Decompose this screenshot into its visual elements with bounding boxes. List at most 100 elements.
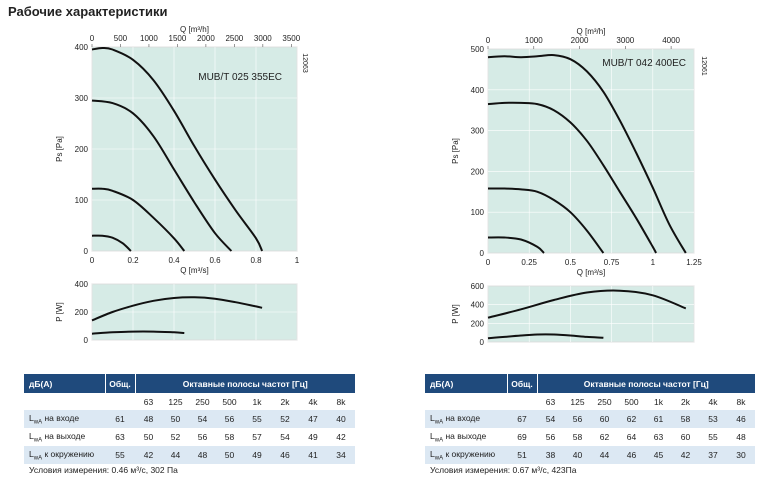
row-label-sub: wA [33, 455, 43, 462]
row-label-sub: wA [434, 437, 444, 444]
band-value-cell: 49 [299, 428, 327, 446]
band-value-cell: 46 [618, 446, 645, 464]
table-body: 63 125 250 500 1k 2k 4k 8k LwA на входе 61 48 50 54 5… [24, 393, 355, 464]
band-label: 2k [271, 393, 299, 410]
band-value-cell: 54 [189, 410, 216, 428]
band-label: 500 [216, 393, 243, 410]
power-curve-1 [91, 296, 263, 322]
header-label: дБ(А) [24, 374, 105, 393]
x2-tick-label: 1000 [525, 36, 543, 45]
row-label-rest: на входе [42, 412, 80, 423]
band-value-cell: 50 [162, 410, 189, 428]
band-value-cell: 41 [299, 446, 327, 464]
pressure-curve-1 [487, 53, 687, 254]
y-tick-label: 200 [75, 145, 89, 154]
pressure-curve-1 [91, 46, 264, 252]
band-value-cell: 58 [216, 428, 243, 446]
y-tick-label: 0 [480, 249, 485, 258]
band-value-cell: 44 [591, 446, 618, 464]
x2-tick-label: 1000 [140, 34, 158, 43]
table-row: LwA на входе 67 54 56 60 62 61 58 53 46 [425, 410, 755, 428]
band-label: 250 [189, 393, 216, 410]
header-total: Общ. [104, 374, 135, 393]
y-tick-label: 400 [75, 43, 89, 52]
x-tick-label: 0 [486, 258, 491, 267]
band-label: 8k [727, 393, 755, 410]
band-value-cell: 62 [591, 428, 618, 446]
y-tick-label: 100 [75, 196, 89, 205]
measurement-conditions-left: Условия измерения: 0.46 м³/с, 302 Па [29, 465, 178, 475]
band-label: 125 [564, 393, 591, 410]
power-y-tick-label: 200 [471, 319, 485, 328]
row-label-rest: к окружению [443, 448, 496, 459]
band-value-cell: 45 [645, 446, 672, 464]
band-label: 1k [243, 393, 271, 410]
band-value-cell: 44 [162, 446, 189, 464]
power-y-tick-label: 600 [471, 282, 485, 291]
band-label: 2k [672, 393, 699, 410]
header-bands: Октавные полосы частот [Гц] [536, 374, 755, 393]
pressure-curve-3 [487, 187, 605, 254]
x2-tick-label: 0 [486, 36, 491, 45]
row-label-rest: на выходе [42, 430, 86, 441]
x2-axis-label: Q [m³/h] [180, 25, 209, 34]
x2-tick-label: 4000 [662, 36, 680, 45]
y-tick-label: 0 [84, 247, 89, 256]
table-header-row: дБ(А) Общ. Октавные полосы частот [Гц] [24, 374, 355, 393]
x-axis-label: Q [m³/s] [577, 268, 605, 277]
pressure-plot-area [487, 48, 695, 254]
band-label-row: 63 125 250 500 1k 2k 4k 8k [425, 393, 755, 410]
x2-tick-label: 3500 [282, 34, 300, 43]
band-value-cell: 38 [537, 446, 564, 464]
x2-tick-label: 0 [90, 34, 95, 43]
band-value-cell: 62 [618, 410, 645, 428]
band-value-cell: 56 [216, 410, 243, 428]
band-value-cell: 61 [645, 410, 672, 428]
band-value-cell: 46 [727, 410, 755, 428]
x-tick-label: 0.2 [127, 256, 139, 265]
chart-code: 12063 [301, 53, 308, 73]
page-title: Рабочие характеристики [8, 4, 168, 19]
x-tick-label: 0 [90, 256, 95, 265]
x-tick-label: 0.6 [209, 256, 221, 265]
empty-cell [24, 393, 105, 410]
header-bands: Октавные полосы частот [Гц] [134, 374, 355, 393]
band-value-cell: 58 [564, 428, 591, 446]
band-value-cell: 60 [591, 410, 618, 428]
row-label: LwA на выходе [425, 428, 507, 446]
table-row: LwA к окружению 51 38 40 44 46 45 42 37 30 [425, 446, 755, 464]
band-label: 1k [645, 393, 672, 410]
band-value-cell: 57 [243, 428, 271, 446]
band-value-cell: 63 [645, 428, 672, 446]
band-value-cell: 48 [189, 446, 216, 464]
pressure-curve-3 [91, 187, 186, 252]
header-label: дБ(А) [425, 374, 507, 393]
y-axis-label: Ps [Pa] [451, 138, 460, 164]
band-value-cell: 60 [672, 428, 699, 446]
band-value-cell: 52 [271, 410, 299, 428]
pressure-curve-2 [91, 99, 233, 252]
chart-title: MUB/T 042 400EC [602, 58, 686, 69]
y-tick-label: 400 [471, 86, 485, 95]
power-y-axis-label: P [W] [451, 304, 460, 323]
x-tick-label: 0.5 [565, 258, 577, 267]
table-row: LwA на выходе 63 50 52 56 58 57 54 49 42 [24, 428, 355, 446]
row-label-main: L [430, 412, 435, 423]
band-label: 8k [327, 393, 355, 410]
band-value-cell: 50 [216, 446, 243, 464]
empty-cell [105, 393, 135, 410]
total-cell: 51 [507, 446, 537, 464]
band-value-cell: 58 [672, 410, 699, 428]
y-tick-label: 500 [471, 45, 485, 54]
band-value-cell: 46 [271, 446, 299, 464]
band-value-cell: 40 [327, 410, 355, 428]
x2-tick-label: 2000 [571, 36, 589, 45]
band-value-cell: 52 [162, 428, 189, 446]
band-value-cell: 40 [564, 446, 591, 464]
y-tick-label: 300 [471, 127, 485, 136]
x-tick-label: 0.8 [250, 256, 262, 265]
x2-axis-label: Q [m³/h] [577, 27, 606, 36]
band-value-cell: 42 [672, 446, 699, 464]
total-cell: 61 [105, 410, 135, 428]
